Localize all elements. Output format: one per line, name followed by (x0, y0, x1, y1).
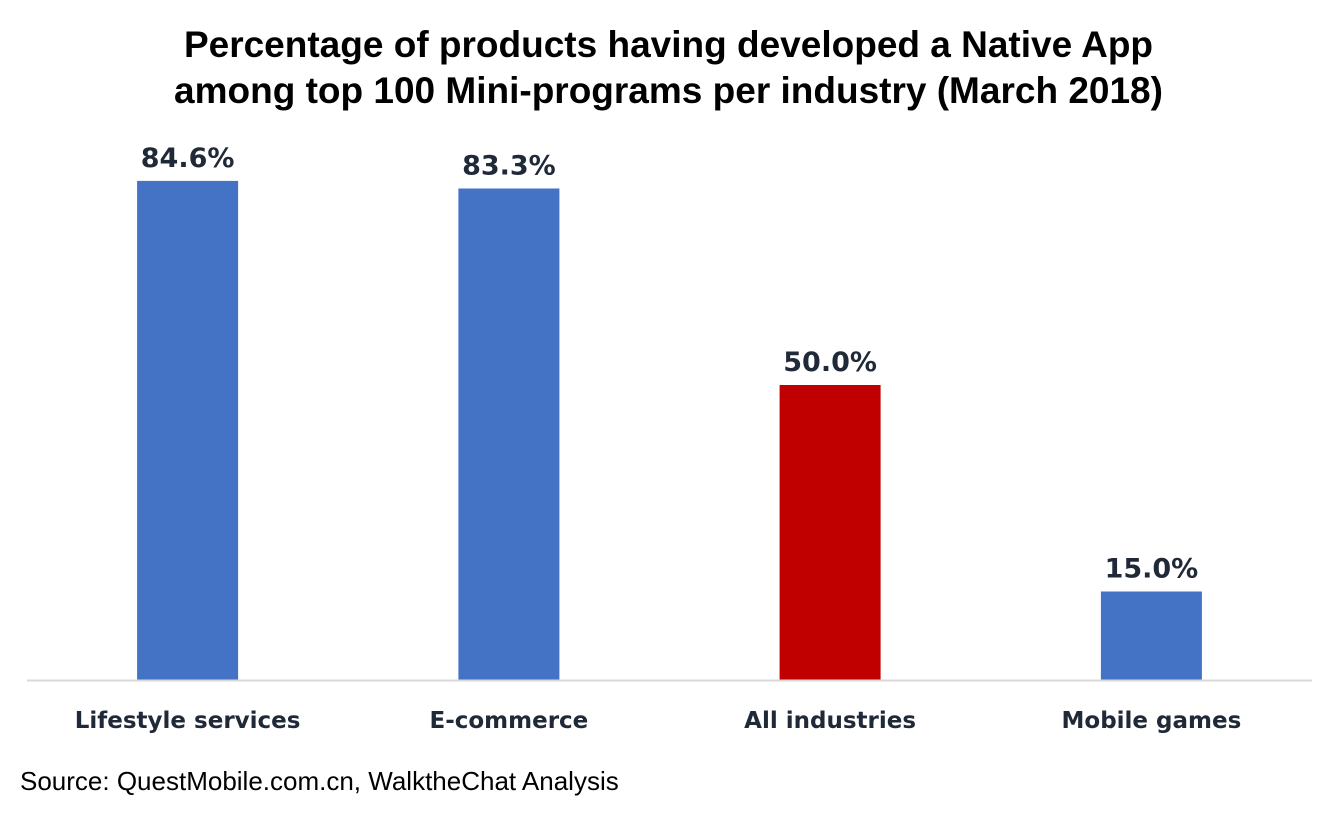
bar-chart: 84.6% Lifestyle services 83.3% E-commerce 50… (27, 143, 1312, 734)
category-label: Mobile games (1062, 708, 1242, 734)
chart-title-line-2: among top 100 Mini-programs per industry… (174, 70, 1163, 111)
source-note: Source: QuestMobile.com.cn, WalktheChat … (20, 766, 619, 796)
category-label: All industries (744, 708, 916, 734)
data-label: 50.0% (783, 347, 877, 378)
bar-lifestyle-services (137, 180, 239, 680)
data-label: 15.0% (1105, 554, 1199, 585)
category-label: Lifestyle services (75, 708, 301, 734)
bar-mobile-games (1100, 591, 1202, 680)
chart-title: Percentage of products having developed … (0, 22, 1337, 114)
category-label: E-commerce (429, 708, 588, 734)
chart-title-line-1: Percentage of products having developed … (183, 24, 1154, 65)
bar-e-commerce (458, 188, 560, 680)
data-label: 84.6% (141, 143, 235, 174)
bar-all-industries (779, 385, 881, 680)
data-label: 83.3% (462, 151, 556, 182)
